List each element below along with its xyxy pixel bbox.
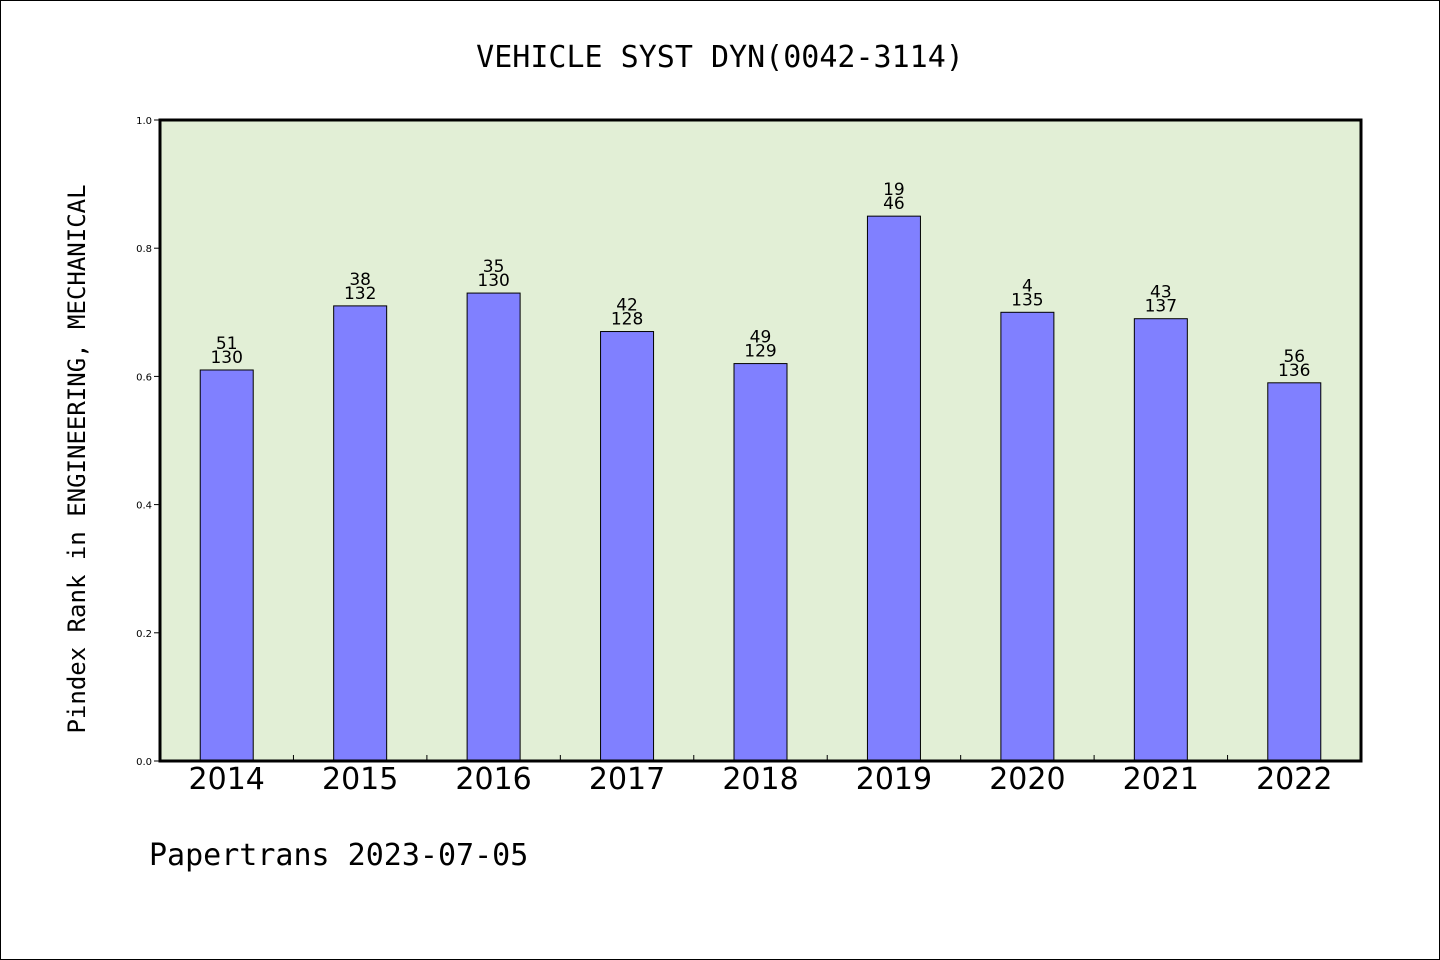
chart-title: VEHICLE SYST DYN(0042-3114) <box>476 40 964 75</box>
bar-label-bottom: 46 <box>883 194 905 214</box>
bars-group <box>199 215 1322 762</box>
y-tick-label: 1.0 <box>136 116 152 127</box>
bar-label-bottom: 130 <box>477 271 509 291</box>
bar-label-top: 19 <box>883 180 905 200</box>
y-tick-label: 0.0 <box>136 757 152 768</box>
bar-label-top: 49 <box>750 328 772 348</box>
bar-2014 <box>199 369 254 762</box>
bar-2020 <box>1000 311 1055 762</box>
bar-label-bottom: 128 <box>611 310 643 330</box>
bar-2015 <box>333 305 388 762</box>
y-tick-label: 0.2 <box>136 629 152 640</box>
y-tick-label: 0.8 <box>136 244 152 255</box>
bar-label-top: 51 <box>216 334 238 354</box>
x-tick-label: 2019 <box>856 762 932 797</box>
bar-label-top: 35 <box>483 257 505 277</box>
bar-label-bottom: 135 <box>1011 290 1043 310</box>
bar-2019 <box>866 215 921 762</box>
y-axis-label: Pindex Rank in ENGINEERING, MECHANICAL <box>63 184 91 733</box>
bar-2016 <box>466 292 521 762</box>
x-tick-label: 2017 <box>589 762 665 797</box>
y-axis-ticks: 0.0 0.2 0.4 0.6 0.8 1.0 <box>136 116 160 768</box>
bar-label-top: 42 <box>616 296 638 316</box>
x-tick-label: 2014 <box>189 762 265 797</box>
x-axis-ticks: 2014 2015 2016 2017 2018 2019 2020 2021 2022 <box>189 755 1332 797</box>
y-tick-label: 0.6 <box>136 372 152 383</box>
x-tick-label: 2018 <box>722 762 798 797</box>
bar-label-bottom: 137 <box>1145 297 1177 317</box>
bar-2018 <box>733 363 788 762</box>
bar-label-bottom: 136 <box>1278 361 1310 381</box>
x-tick-label: 2021 <box>1123 762 1199 797</box>
bar-label-bottom: 130 <box>210 348 242 368</box>
plot-frame <box>158 118 1363 763</box>
x-tick-label: 2015 <box>322 762 398 797</box>
x-tick-label: 2016 <box>455 762 531 797</box>
bar-label-bottom: 129 <box>744 342 776 362</box>
x-tick-label: 2022 <box>1256 762 1332 797</box>
bar-2017 <box>600 331 655 762</box>
bar-label-bottom: 132 <box>344 284 376 304</box>
bar-label-top: 56 <box>1283 347 1305 367</box>
x-tick-label: 2020 <box>989 762 1065 797</box>
y-tick-label: 0.4 <box>136 501 152 512</box>
bar-label-top: 4 <box>1022 276 1033 296</box>
footer-credit: Papertrans 2023-07-05 <box>149 838 528 873</box>
bar-2022 <box>1267 382 1322 762</box>
bar-label-top: 43 <box>1150 283 1172 303</box>
bar-2021 <box>1133 318 1188 762</box>
bar-label-top: 38 <box>349 270 371 290</box>
